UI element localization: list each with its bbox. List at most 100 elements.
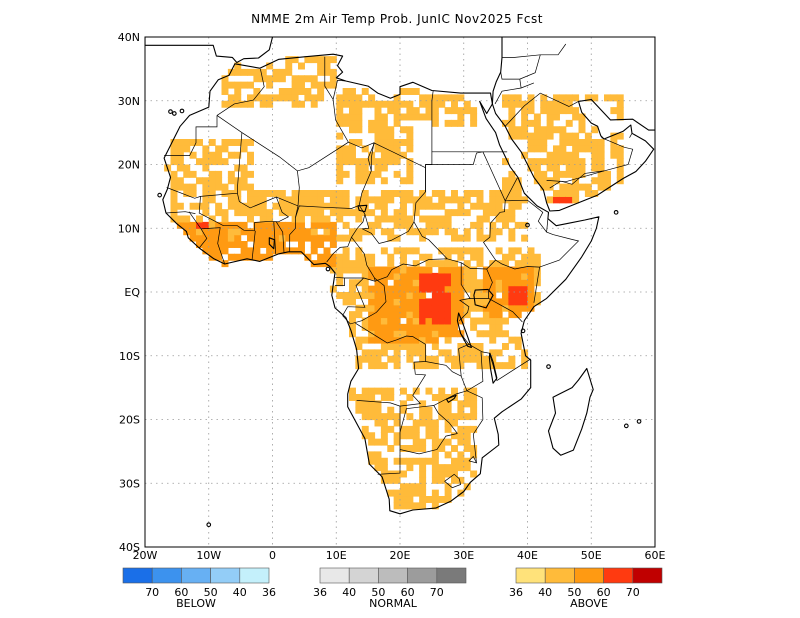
probability-cell	[400, 100, 407, 108]
probability-cell	[380, 209, 388, 217]
probability-cell	[380, 298, 388, 306]
probability-cell	[374, 285, 382, 293]
probability-cell	[361, 400, 369, 408]
probability-cell	[291, 234, 299, 242]
probability-cell	[514, 336, 522, 344]
cape-verde-island	[121, 195, 125, 199]
probability-cell	[610, 132, 618, 140]
probability-cell	[310, 241, 318, 248]
probability-cell	[502, 177, 509, 185]
probability-cell	[374, 349, 382, 357]
probability-cell	[361, 394, 369, 401]
probability-cell	[253, 196, 261, 204]
probability-cell	[278, 75, 286, 83]
probability-cell	[310, 56, 318, 64]
probability-cell	[444, 413, 452, 421]
probability-cell	[368, 355, 376, 363]
probability-cell	[400, 457, 407, 465]
country-border	[482, 151, 506, 261]
probability-cell	[393, 336, 401, 344]
probability-cell	[329, 190, 337, 197]
probability-cell	[412, 247, 420, 255]
probability-cell	[336, 170, 344, 178]
probability-cell	[374, 279, 382, 287]
probability-cell	[406, 177, 414, 185]
probability-cell	[234, 202, 242, 210]
probability-cell	[202, 202, 210, 210]
probability-cell	[425, 304, 433, 312]
probability-cell	[323, 81, 331, 89]
probability-cell	[342, 247, 350, 255]
probability-cell	[368, 298, 376, 306]
probability-cell	[272, 68, 280, 76]
probability-cell	[380, 419, 388, 427]
probability-cell	[208, 170, 216, 178]
probability-cell	[247, 247, 254, 255]
country-border	[216, 68, 265, 116]
country-border	[466, 390, 484, 463]
probability-cell	[616, 145, 624, 153]
probability-cell	[508, 202, 516, 210]
legend-above-swatch	[544, 567, 575, 584]
country-border	[355, 322, 426, 345]
probability-cell	[196, 228, 203, 236]
probability-cell	[489, 355, 497, 363]
probability-cell	[336, 196, 344, 204]
probability-cell	[221, 190, 229, 197]
probability-cell	[425, 432, 433, 440]
probability-cell	[482, 215, 490, 223]
probability-cell	[361, 158, 369, 166]
country-border	[460, 351, 484, 392]
probability-cell	[406, 343, 414, 350]
probability-cell	[489, 228, 497, 236]
probability-cell	[533, 266, 541, 274]
probability-cell	[247, 253, 254, 261]
probability-cell	[572, 158, 580, 166]
probability-cell	[470, 323, 478, 331]
probability-cell	[419, 445, 427, 452]
probability-cell	[240, 81, 248, 89]
probability-cell	[361, 266, 369, 274]
probability-cell	[616, 164, 624, 172]
probability-cell	[387, 355, 395, 363]
probability-cell	[425, 387, 433, 395]
probability-cell	[374, 355, 382, 363]
probability-cell	[253, 209, 261, 217]
lake-victoria	[473, 288, 494, 309]
probability-cell	[355, 292, 363, 299]
probability-cell	[457, 298, 465, 306]
probability-cell	[431, 470, 439, 478]
legend-below-swatch	[122, 567, 153, 584]
probability-cell	[291, 94, 299, 102]
probability-cell	[400, 190, 407, 197]
probability-cell	[591, 190, 599, 197]
probability-cell	[310, 215, 318, 223]
probability-cell	[431, 317, 439, 325]
probability-cell	[502, 209, 509, 217]
probability-cell	[355, 406, 363, 414]
probability-cell	[285, 56, 293, 64]
probability-cell	[285, 94, 293, 102]
probability-cell	[451, 362, 458, 370]
probability-cell	[444, 394, 452, 401]
canary-island	[168, 109, 173, 114]
probability-cell	[470, 387, 478, 395]
probability-cell	[559, 196, 567, 204]
probability-cell	[406, 432, 414, 440]
latitude-tick-label: 40S	[119, 541, 140, 554]
probability-cell	[374, 387, 382, 395]
probability-cell	[202, 158, 210, 166]
probability-cell	[578, 145, 586, 153]
probability-cell	[170, 139, 178, 146]
probability-cell	[444, 349, 452, 357]
probability-cell	[361, 164, 369, 172]
probability-cell	[323, 62, 331, 70]
probability-cell	[489, 272, 497, 280]
probability-cell	[412, 202, 420, 210]
probability-cell	[400, 445, 407, 452]
probability-cell	[202, 221, 210, 229]
probability-cell	[470, 445, 478, 452]
probability-cell	[336, 234, 344, 242]
probability-cell	[431, 502, 439, 510]
probability-cell	[451, 234, 458, 242]
